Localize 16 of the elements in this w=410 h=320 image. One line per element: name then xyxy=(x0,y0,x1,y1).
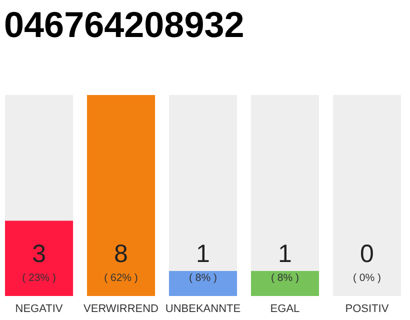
data-label: 1 xyxy=(196,240,210,268)
annotation: ( 23% ) xyxy=(22,272,56,284)
x-tick-label: NEGATIV xyxy=(15,303,64,315)
x-tick-label: UNBEKANNTE xyxy=(165,303,241,315)
annotation: ( 8% ) xyxy=(188,272,218,284)
x-tick-label: VERWIRREND xyxy=(84,303,159,315)
annotation: ( 8% ) xyxy=(270,272,299,284)
data-label: 1 xyxy=(278,240,292,268)
annotation: ( 0% ) xyxy=(352,272,381,284)
x-tick-label: EGAL xyxy=(270,303,300,315)
annotation: 0 xyxy=(360,240,374,268)
annotation: ( 62% ) xyxy=(104,272,138,284)
x-tick-label: POSITIV xyxy=(345,303,390,315)
data-label: 8 xyxy=(114,240,128,268)
data-label: 3 xyxy=(32,240,46,268)
chart-title: 046764208932 xyxy=(4,4,244,45)
